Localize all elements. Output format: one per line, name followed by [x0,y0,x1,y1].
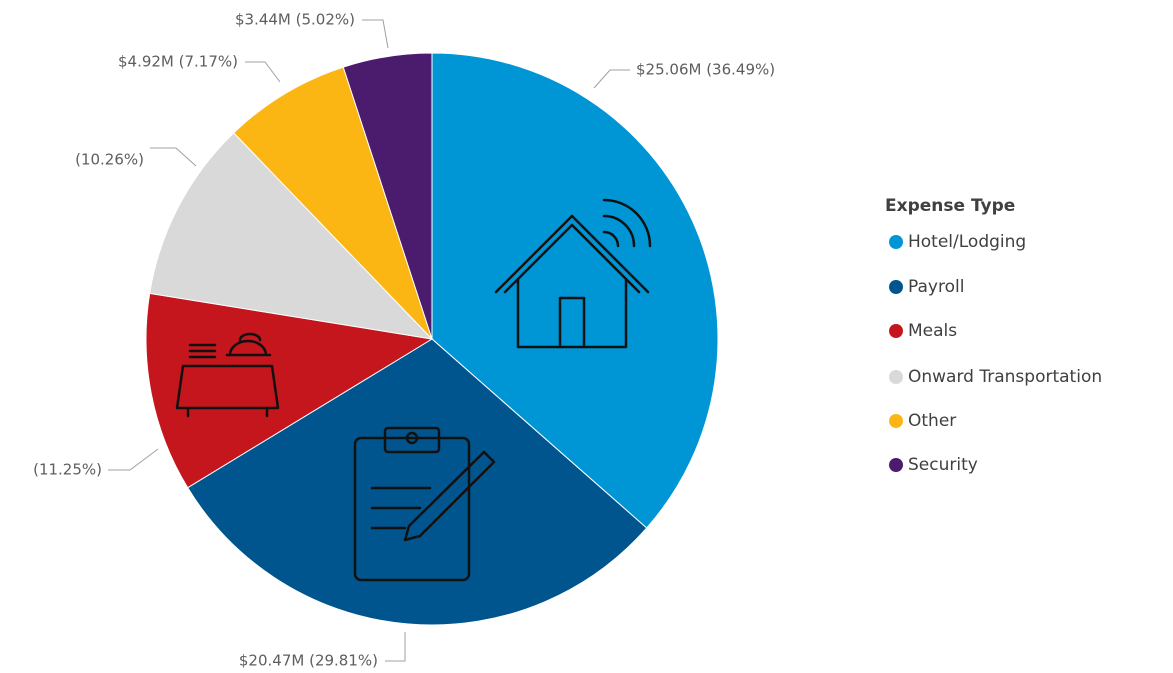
legend-title: Expense Type [885,196,1015,216]
legend-label: Payroll [908,277,964,297]
data-label: (10.26%) [75,151,144,169]
house-icon [494,198,652,349]
legend-marker [889,324,903,338]
data-label: $25.06M (36.49%) [636,61,775,79]
leader-line [108,448,159,471]
legend-marker [889,280,903,294]
legend-marker [889,235,903,249]
clipboard-icon [353,426,496,582]
legend: Hotel/Lodging Payroll Meals Onward Transpor… [889,232,1102,475]
pie [145,52,719,626]
pie-slice [233,66,433,340]
legend-marker [889,370,903,384]
data-label: $3.44M (5.02%) [235,11,355,29]
legend-label: Security [908,455,978,475]
data-labels: $25.06M (36.49%) $20.47M (29.81%) (11.25%)… [33,11,775,670]
table-icon [175,332,280,418]
pie-slice [149,132,434,340]
leader-line [362,19,389,49]
pie-slice [342,52,433,340]
legend-label: Hotel/Lodging [908,232,1026,252]
legend-marker [889,458,903,472]
pie-slice [186,338,648,626]
legend-label: Meals [908,321,957,341]
data-label: $20.47M (29.81%) [239,652,378,670]
leader-lines [108,19,630,662]
leader-line [150,147,197,167]
pie-slice [145,292,434,489]
data-label: $4.92M (7.17%) [118,53,238,71]
legend-label: Onward Transportation [908,367,1102,387]
pie-slice [431,52,719,529]
leader-line [245,61,281,83]
data-label: (11.25%) [33,461,102,479]
legend-label: Other [908,411,956,431]
leader-line [593,69,630,89]
leader-line [385,632,406,662]
legend-marker [889,414,903,428]
